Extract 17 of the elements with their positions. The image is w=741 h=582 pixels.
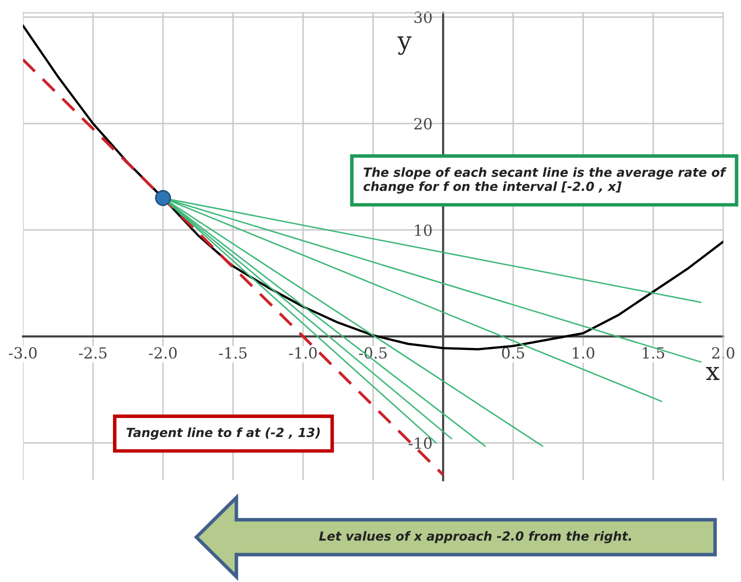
annotation: The slope of each secant line is the average rate of change for f on the interval [-2.0 , x] (364, 167, 727, 194)
x-tick-label: 2.0 (712, 347, 734, 359)
y-tick-label: 10 (415, 224, 432, 236)
x-tick-label: -2.0 (148, 347, 177, 359)
x-tick-label: -3.0 (8, 347, 37, 359)
x-tick-label: 1.0 (572, 347, 594, 359)
x-tick-label: 0.5 (502, 347, 524, 359)
x-tick-label: -1.5 (218, 347, 247, 359)
y-tick-label: -10 (408, 437, 432, 449)
x-tick-label: -1.0 (289, 347, 317, 359)
annotation: Tangent line to f at (-2 , 13) (126, 427, 320, 440)
x-axis-title: x (706, 366, 720, 380)
y-tick-label: 20 (414, 118, 432, 130)
text: Let values of x approach -2.0 from the right. (319, 531, 632, 544)
y-axis-title: y (397, 36, 412, 55)
x-tick-label: -2.5 (78, 347, 107, 359)
x-tick-label: 1.5 (642, 347, 664, 359)
